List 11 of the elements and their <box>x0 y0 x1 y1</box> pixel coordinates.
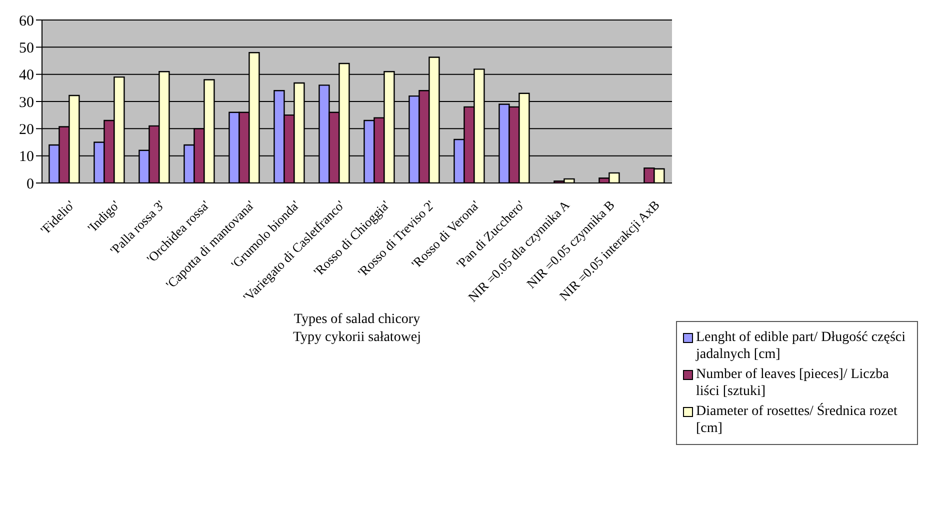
legend-label: Lenght of edible part/ Długość części jadalnych [cm] <box>696 329 907 363</box>
y-tick-label: 60 <box>19 13 34 30</box>
y-tick-label: 0 <box>26 176 34 192</box>
y-tick-label: 40 <box>19 68 34 84</box>
y-tick-label: 50 <box>19 40 34 56</box>
x-axis-title: Types of salad chicory Typy cykorii sałatowej <box>292 312 422 345</box>
y-tick-label: 10 <box>19 149 34 166</box>
legend-label: Number of leaves [pieces]/ Liczba liści [sztuki] <box>696 366 890 400</box>
legend-label: Diameter of rosettes/ Średnica rozet [cm] <box>696 403 898 437</box>
y-tick-label: 20 <box>19 122 34 138</box>
y-tick-label: 30 <box>19 94 34 111</box>
